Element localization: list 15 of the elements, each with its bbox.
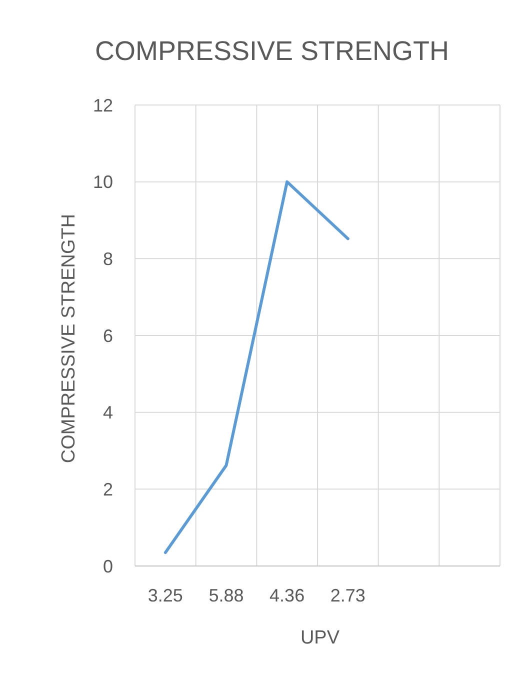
y-tick-label: 2 — [102, 479, 113, 500]
x-tick-label: 3.25 — [148, 585, 183, 606]
y-tick-label: 8 — [102, 248, 113, 269]
y-tick-label: 12 — [92, 95, 113, 116]
x-tick-label: 5.88 — [208, 585, 244, 606]
x-axis-title: UPV — [300, 628, 340, 649]
y-tick-label: 10 — [92, 172, 113, 192]
y-tick-label: 4 — [102, 402, 113, 423]
chart-title: COMPRESSIVE STRENGTH — [94, 36, 450, 66]
line-series — [164, 180, 350, 554]
x-tick-label: 4.36 — [270, 585, 305, 606]
y-tick-label: 6 — [102, 326, 113, 346]
x-tick-label: 2.73 — [330, 585, 366, 606]
y-tick-label: 0 — [102, 556, 113, 576]
y-axis-title: COMPRESSIVE STRENGTH — [58, 214, 80, 464]
